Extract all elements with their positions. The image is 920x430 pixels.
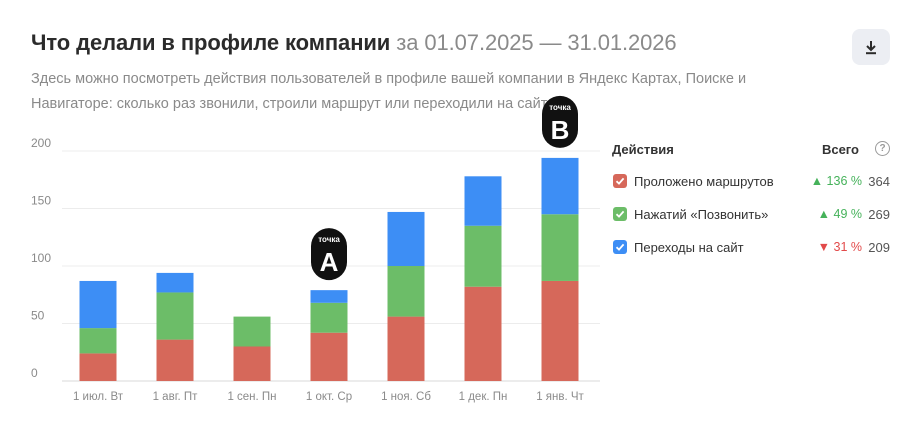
- y-tick-label: 150: [31, 194, 51, 208]
- bar-segment: [310, 332, 348, 381]
- y-tick-label: 50: [31, 309, 45, 323]
- chart-legend: Действия Всего ? Проложено маршрутов ▲ 13…: [612, 138, 892, 255]
- legend-checkbox[interactable]: [613, 174, 627, 188]
- check-icon: [615, 243, 625, 251]
- x-tick-label: 1 ноя. Сб: [381, 391, 431, 403]
- bar-segment: [79, 328, 117, 354]
- x-tick-label: 1 окт. Ср: [306, 391, 352, 403]
- marker-badge: [311, 228, 347, 281]
- legend-item-change: ▲ 49 %: [817, 207, 862, 221]
- marker-caption: точка: [549, 103, 571, 112]
- x-tick-label: 1 июл. Вт: [73, 391, 124, 403]
- legend-item-label: Проложено маршрутов: [634, 174, 774, 189]
- legend-item-change: ▲ 136 %: [810, 174, 862, 188]
- bar-segment: [541, 280, 579, 381]
- bar-segment: [79, 280, 117, 329]
- legend-item-label: Переходы на сайт: [634, 240, 744, 255]
- x-tick-label: 1 янв. Чт: [536, 391, 584, 403]
- bar-segment: [156, 292, 194, 340]
- marker-badge: [542, 95, 578, 148]
- bar-segment: [387, 211, 425, 266]
- legend-header-total: Всего: [821, 142, 859, 157]
- bar-segment: [387, 316, 425, 381]
- bar-segment: [310, 290, 348, 303]
- page-title: Что делали в профиле компании за 01.07.2…: [31, 30, 677, 56]
- title-period: за 01.07.2025 — 31.01.2026: [396, 30, 677, 55]
- marker-letter: B: [551, 115, 570, 145]
- legend-item-label: Нажатий «Позвонить»: [634, 207, 769, 222]
- check-icon: [615, 210, 625, 218]
- title-text: Что делали в профиле компании: [31, 30, 391, 55]
- info-icon[interactable]: ?: [875, 141, 890, 156]
- x-tick-label: 1 дек. Пн: [459, 391, 508, 403]
- y-tick-label: 100: [31, 251, 51, 265]
- legend-checkbox[interactable]: [613, 240, 627, 254]
- legend-header: Действия Всего ?: [612, 138, 892, 160]
- stacked-bar-chart: 0 50 100 150 200 1 июл. Вт 1 авг. Пт 1 сен. Пн 1…: [31, 95, 600, 403]
- legend-item[interactable]: Переходы на сайт ▼ 31 % 209: [612, 237, 892, 259]
- legend-item[interactable]: Проложено маршрутов ▲ 136 % 364: [612, 171, 892, 193]
- legend-item-change: ▼ 31 %: [817, 240, 862, 254]
- bar-segment: [464, 176, 502, 226]
- bar-segment: [79, 353, 117, 381]
- y-tick-label: 0: [31, 366, 38, 380]
- legend-item[interactable]: Нажатий «Позвонить» ▲ 49 % 269: [612, 204, 892, 226]
- download-icon: [866, 40, 876, 54]
- x-tick-label: 1 авг. Пт: [153, 391, 199, 403]
- bar-segment: [541, 214, 579, 281]
- check-icon: [615, 177, 625, 185]
- legend-header-actions: Действия: [612, 142, 674, 157]
- bar-segment: [310, 302, 348, 333]
- bar-segment: [464, 286, 502, 381]
- marker-caption: точка: [318, 235, 340, 244]
- marker-letter: A: [320, 247, 339, 277]
- bar-segment: [156, 339, 194, 381]
- x-tick-label: 1 сен. Пн: [227, 391, 276, 403]
- bar-segment: [156, 272, 194, 293]
- bar-segment: [464, 225, 502, 287]
- bar-segment: [233, 346, 271, 381]
- y-tick-label: 200: [31, 136, 51, 150]
- bar-segment: [541, 157, 579, 215]
- page-subtitle: Здесь можно посмотреть действия пользова…: [31, 71, 747, 112]
- legend-checkbox[interactable]: [613, 207, 627, 221]
- download-button[interactable]: [852, 29, 890, 65]
- legend-item-total: 209: [868, 240, 890, 255]
- legend-item-total: 364: [868, 174, 890, 189]
- legend-item-total: 269: [868, 207, 890, 222]
- bar-segment: [233, 316, 271, 347]
- bar-segment: [387, 266, 425, 317]
